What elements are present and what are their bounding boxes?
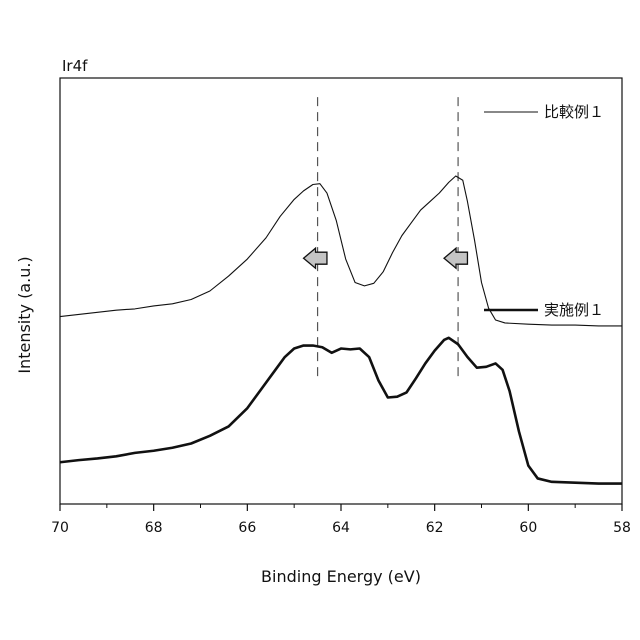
- x-tick-label: 66: [238, 520, 256, 536]
- chart-title: Ir4f: [62, 57, 88, 75]
- x-axis-ticks: 70 68 66 64 62 60 58: [51, 504, 631, 536]
- x-tick-label: 70: [51, 520, 69, 536]
- series-line-comparative: [60, 176, 622, 326]
- plot-frame: [60, 78, 622, 504]
- shift-arrows: [304, 248, 468, 268]
- series-line-example: [60, 338, 622, 484]
- x-axis-label: Binding Energy (eV): [261, 567, 421, 586]
- x-tick-label: 62: [426, 520, 444, 536]
- series-lines: [60, 176, 622, 484]
- legend-label-comparative: 比較例１: [544, 103, 604, 121]
- x-tick-label: 60: [519, 520, 537, 536]
- y-axis-label: Intensity (a.u.): [15, 256, 34, 373]
- x-tick-label: 68: [145, 520, 163, 536]
- shift-arrow: [444, 248, 467, 268]
- shift-arrow: [304, 248, 327, 268]
- x-tick-label: 64: [332, 520, 350, 536]
- reference-lines: [318, 97, 459, 380]
- legend: 比較例１ 実施例１: [484, 103, 604, 319]
- x-tick-label: 58: [613, 520, 631, 536]
- legend-label-example: 実施例１: [544, 301, 604, 319]
